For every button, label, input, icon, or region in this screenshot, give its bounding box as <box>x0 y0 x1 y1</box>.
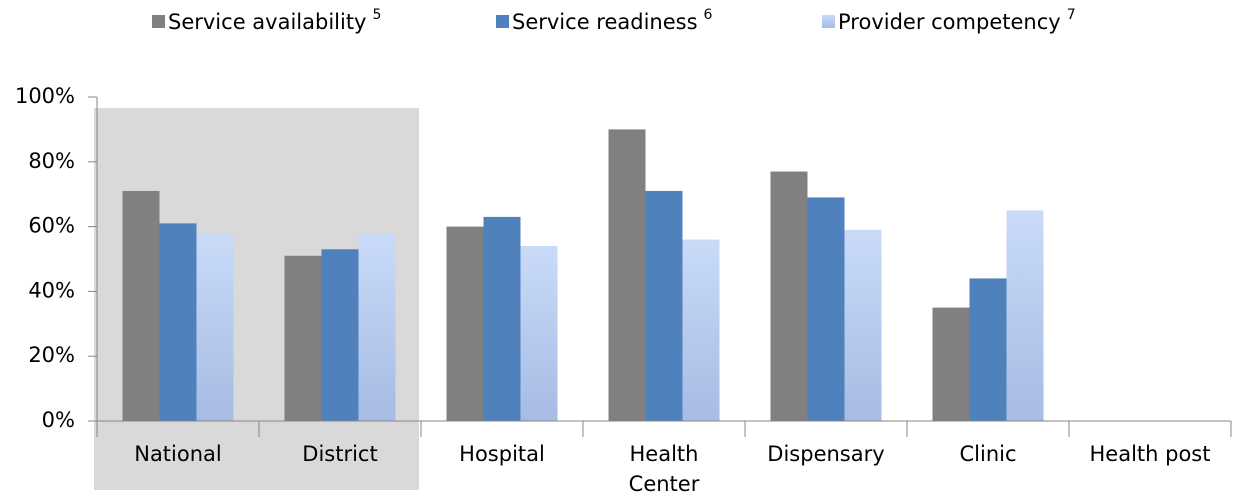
x-tick-label: Health Center <box>629 442 700 496</box>
legend-label: Service readiness 6 <box>512 7 713 34</box>
x-tick-label: National <box>134 442 222 466</box>
y-tick-label: 40% <box>28 278 75 302</box>
legend-footnote: 6 <box>704 7 713 23</box>
y-tick-label: 80% <box>28 149 75 173</box>
x-tick-label: District <box>302 442 377 466</box>
bar <box>1006 210 1044 421</box>
bar <box>159 223 197 421</box>
legend-text: Service readiness <box>512 10 698 34</box>
bar <box>645 190 683 421</box>
y-tick-label: 60% <box>28 214 75 238</box>
bar <box>196 233 234 421</box>
bar <box>122 190 160 421</box>
bar <box>682 239 720 421</box>
bar <box>844 229 882 421</box>
bar <box>807 197 845 421</box>
legend-swatch <box>496 15 509 28</box>
bar <box>520 246 558 421</box>
bar <box>321 249 359 421</box>
bar <box>446 226 484 421</box>
x-tick-label-line: Center <box>629 472 700 496</box>
legend-label: Provider competency 7 <box>838 7 1076 34</box>
y-tick-label: 100% <box>15 84 75 108</box>
bar <box>358 233 396 421</box>
legend-text: Service availability <box>168 10 367 34</box>
legend-swatch <box>152 15 165 28</box>
y-tick-label: 0% <box>42 408 75 432</box>
bar <box>969 278 1007 421</box>
bar <box>770 171 808 421</box>
x-tick-label: Clinic <box>959 442 1016 466</box>
legend-text: Provider competency <box>838 10 1061 34</box>
bar <box>483 216 521 421</box>
legend-footnote: 7 <box>1067 7 1076 23</box>
x-tick-label-line: Health <box>630 442 699 466</box>
x-tick-label: Hospital <box>459 442 545 466</box>
x-tick-label: Dispensary <box>767 442 884 466</box>
bar <box>932 307 970 421</box>
legend-label: Service availability 5 <box>168 7 381 34</box>
x-tick-label: Health post <box>1090 442 1211 466</box>
legend-footnote: 5 <box>373 7 382 23</box>
y-tick-label: 20% <box>28 343 75 367</box>
legend-swatch <box>822 15 835 28</box>
bar <box>284 255 322 421</box>
bar <box>608 129 646 421</box>
